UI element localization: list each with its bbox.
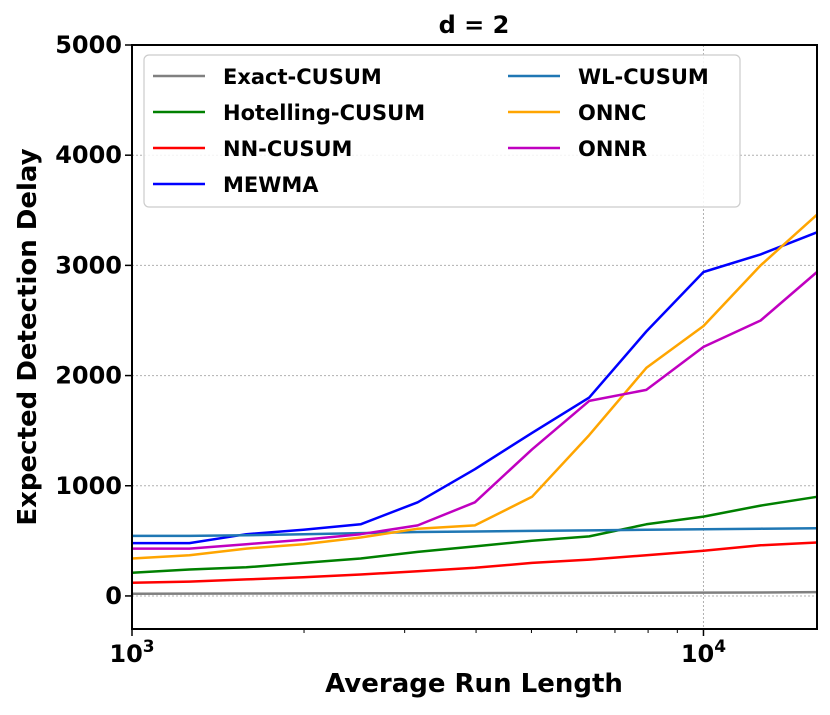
y-tick-label: 2000 (55, 362, 122, 390)
x-axis-label: Average Run Length (325, 669, 623, 699)
legend-label-onnr: ONNR (578, 137, 647, 161)
legend-box (143, 54, 741, 208)
series-line-hotelling-cusum (131, 495, 818, 575)
legend-label-wl-cusum: WL-CUSUM (578, 65, 709, 89)
y-tick-label: 1000 (55, 472, 122, 500)
y-tick-label: 0 (105, 582, 122, 610)
legend: Exact-CUSUM Hotelling-CUSUM NN-CUSUM MEWMA W… (143, 54, 741, 208)
y-tick-label: 5000 (55, 31, 122, 59)
series-line-nn-cusum (131, 541, 818, 584)
legend-label-mewma: MEWMA (223, 173, 319, 197)
x-tick-label: 103 (109, 637, 154, 668)
legend-label-onnc: ONNC (578, 101, 646, 125)
chart-title: d = 2 (439, 11, 510, 39)
y-axis: 0 1000 2000 3000 4000 5000 (55, 31, 132, 610)
y-tick-label: 3000 (55, 251, 122, 279)
legend-label-exact-cusum: Exact-CUSUM (223, 65, 382, 89)
series-line-mewma (132, 231, 818, 545)
series-lines (131, 213, 818, 595)
x-tick-label: 104 (681, 637, 726, 668)
plot-frame (131, 44, 818, 630)
y-tick-label: 4000 (55, 141, 122, 169)
legend-label-nn-cusum: NN-CUSUM (223, 137, 352, 161)
series-line-onnr (132, 271, 818, 550)
legend-label-hotelling-cusum: Hotelling-CUSUM (223, 101, 425, 125)
series-line-onnc (131, 213, 818, 560)
y-axis-label: Expected Detection Delay (13, 148, 43, 525)
series-line-exact-cusum (131, 590, 818, 595)
series-line-wl-cusum (132, 526, 818, 538)
x-axis: 103 104 (109, 629, 726, 668)
